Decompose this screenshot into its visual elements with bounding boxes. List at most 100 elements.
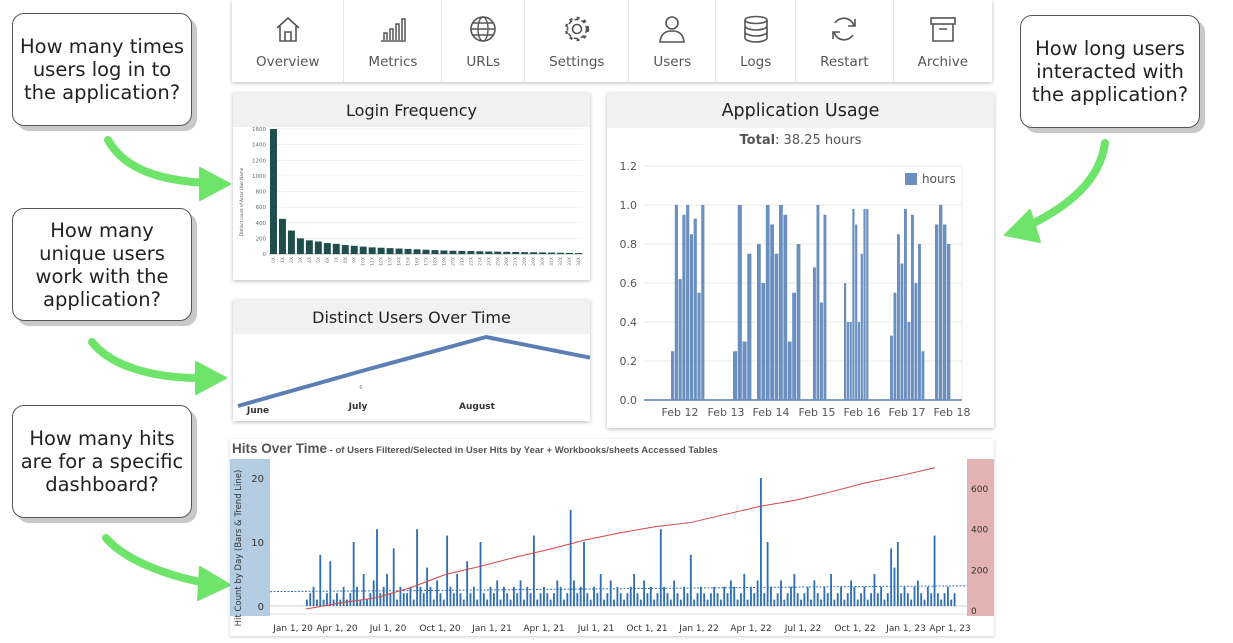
usage-bar — [674, 205, 678, 400]
hits-bar — [482, 593, 485, 606]
hits-bar — [856, 599, 859, 606]
hits-bar — [429, 586, 432, 606]
hits-bar — [723, 586, 726, 606]
home-icon — [276, 16, 300, 42]
hits-bar — [863, 586, 866, 606]
hits-bar — [329, 561, 332, 606]
archive-icon — [930, 17, 956, 42]
distinct-xtick-label: August — [459, 402, 496, 412]
login-xtick-label: 12X — [379, 257, 385, 266]
login-xtick-label: 18X — [432, 257, 438, 266]
usage-bar — [914, 283, 918, 400]
hits-bar — [870, 593, 873, 606]
usage-legend-swatch — [905, 173, 917, 185]
login-bar — [539, 252, 547, 254]
usage-bar — [765, 205, 770, 400]
hits-bar — [502, 586, 505, 606]
usage-bar — [846, 322, 849, 400]
login-xtick-label: 23X — [477, 257, 483, 266]
toolbar-item-users[interactable]: Users — [629, 0, 717, 82]
distinct-users-title: Distinct Users Over Time — [233, 300, 590, 334]
hits-bar — [422, 593, 425, 606]
hits-bar — [496, 580, 499, 606]
hits-bar — [843, 599, 846, 606]
login-bar — [341, 245, 349, 254]
hits-bar — [536, 599, 539, 606]
hits-bar — [523, 599, 525, 606]
hits-xtick-label: Apr 1, 20 — [316, 624, 358, 634]
login-bar — [458, 250, 466, 254]
hits-bar — [716, 593, 719, 606]
hits-bar — [469, 593, 472, 606]
toolbar-item-overview[interactable]: Overview — [232, 0, 345, 82]
usage-bar — [770, 224, 774, 400]
login-bar — [575, 253, 582, 254]
hits-bar — [850, 580, 853, 606]
application-usage-title: Application Usage — [607, 93, 994, 128]
hits-bar — [549, 599, 552, 606]
application-usage-panel: Application Usage Total: 38.25 hours hou… — [607, 93, 994, 428]
usage-bar — [737, 205, 742, 400]
login-xtick-label: 14X — [397, 257, 403, 266]
hits-bar — [853, 586, 856, 606]
login-bar — [566, 252, 574, 254]
hits-bar — [693, 599, 696, 606]
hits-bar — [643, 580, 646, 606]
usage-bar — [761, 283, 766, 400]
usage-bar — [900, 263, 904, 400]
arrow-hits — [102, 534, 209, 587]
usage-ytick-label: 0.4 — [620, 316, 638, 329]
hits-bar — [713, 586, 716, 606]
usage-bar — [890, 335, 893, 400]
toolbar-item-restart[interactable]: Restart — [796, 0, 894, 82]
login-ytick-label: 1400 — [252, 143, 266, 149]
hits-bar — [803, 593, 806, 606]
usage-bar — [921, 351, 925, 400]
hits-bar — [933, 535, 936, 606]
toolbar-item-settings[interactable]: Settings — [525, 0, 630, 82]
hits-bar — [880, 586, 883, 606]
hits-bar — [379, 593, 382, 606]
hits-bar — [506, 593, 509, 606]
usage-xtick-label: Feb 17 — [889, 406, 926, 419]
hits-xtick-label: Oct 1, 20 — [419, 624, 461, 634]
hits-bar — [396, 599, 398, 606]
usage-xtick-label: Feb 15 — [799, 406, 836, 419]
login-bar — [270, 129, 277, 254]
login-bar — [440, 250, 448, 254]
hits-bar — [683, 586, 686, 606]
hits-ytick-label: 0 — [258, 602, 264, 613]
usage-xtick-label: Feb 16 — [844, 406, 881, 419]
usage-bar — [844, 283, 847, 400]
hits-ytick-label: 20 — [251, 474, 264, 485]
hits-bar — [499, 599, 502, 606]
hits-bar — [312, 586, 315, 606]
hits-xtick-label: Oct 1, 21 — [626, 624, 667, 634]
usage-bar — [918, 244, 921, 400]
hits-xtick-label: Jan 1, 23 — [885, 624, 926, 634]
toolbar-item-urls[interactable]: URLs — [442, 0, 526, 82]
toolbar-item-label: Archive — [917, 54, 969, 70]
toolbar-item-logs[interactable]: Logs — [716, 0, 797, 82]
hits-over-time-chart: Hit Count by Day (Bars & Trend Line) 0 10 2… — [230, 459, 994, 634]
usage-bar — [863, 208, 866, 400]
usage-bar — [855, 224, 858, 400]
usage-bar — [935, 224, 939, 400]
login-xtick-label: 24X — [486, 257, 492, 266]
hits-bar — [943, 593, 946, 606]
toolbar-item-archive[interactable]: Archive — [894, 0, 992, 82]
login-xtick-label: 10X — [361, 257, 367, 266]
hits-bar — [876, 593, 879, 606]
usage-xtick-label: Feb 14 — [753, 406, 790, 419]
usage-ytick-label: 0.6 — [620, 277, 638, 290]
hits-bar — [573, 580, 575, 606]
globe-icon — [470, 16, 497, 42]
hits-bar — [756, 580, 759, 606]
usage-xtick-label: Feb 18 — [934, 406, 971, 419]
refresh-icon — [832, 17, 857, 41]
hits-bar — [476, 599, 479, 606]
login-xtick-label: 30X — [540, 257, 546, 266]
hits-bar — [372, 580, 375, 606]
toolbar-item-metrics[interactable]: Metrics — [344, 0, 443, 82]
hits-bar — [646, 593, 649, 606]
